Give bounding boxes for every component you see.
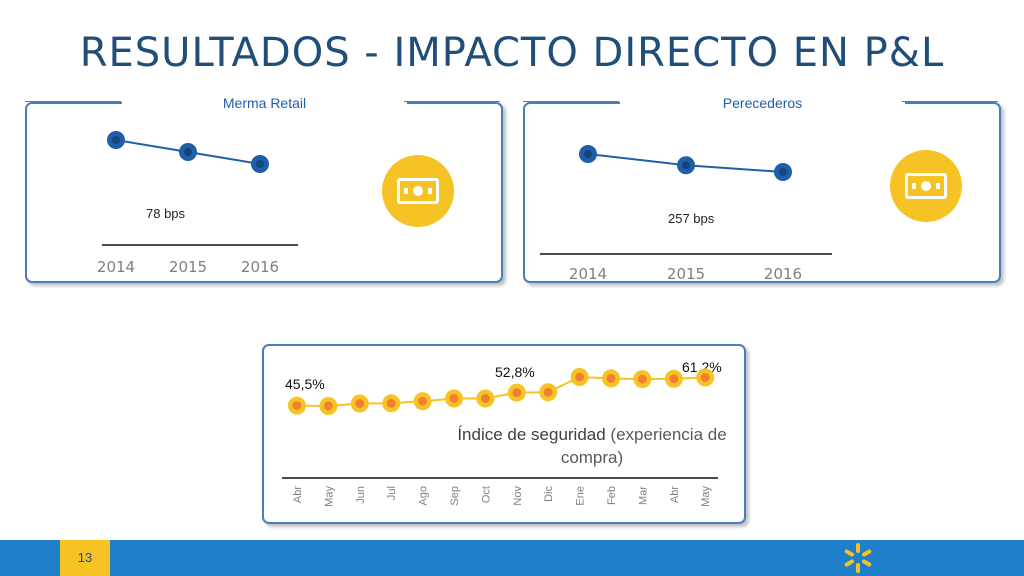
perecederos-point-core — [584, 150, 592, 158]
seguridad-tick-label: Abr — [292, 486, 304, 503]
seguridad-point-core — [386, 398, 396, 408]
money-icon — [382, 155, 454, 227]
seguridad-tick-label: May — [323, 486, 335, 507]
seguridad-tick-label: Nov — [512, 486, 524, 506]
seguridad-tick-label: Mar — [637, 486, 649, 505]
seguridad-point-core — [700, 373, 710, 382]
perecederos-chart: 257 bps 2014 2015 2016 — [540, 145, 832, 283]
seguridad-tick-label: Ene — [575, 486, 587, 506]
seguridad-panel — [262, 344, 746, 524]
merma-tick-label: 2014 — [97, 258, 135, 276]
slide-title: RESULTADOS - IMPACTO DIRECTO EN P&L — [79, 30, 945, 76]
label-may: 61,2% — [682, 359, 722, 375]
perecederos-point-core — [682, 161, 690, 170]
merma-chart: 78 bps 2014 2015 2016 — [97, 131, 298, 276]
seguridad-point-core — [606, 373, 616, 383]
perecederos-tick-label: 2014 — [569, 265, 607, 283]
perecederos-header-rule-right — [902, 101, 998, 102]
merma-tick-label: 2016 — [241, 258, 279, 276]
merma-tick-label: 2015 — [169, 258, 207, 276]
seguridad-point-core — [575, 372, 585, 382]
merma-header-rule-left — [25, 101, 121, 102]
merma-point-core — [184, 148, 192, 156]
seguridad-point-core — [543, 387, 553, 397]
seguridad-point-core — [355, 399, 365, 408]
perecederos-panel: Perecederos — [523, 91, 1001, 283]
merma-header-rule-right — [404, 101, 500, 102]
perecederos-tick-label: 2016 — [764, 265, 802, 283]
merma-point-core — [112, 136, 120, 144]
seguridad-point-core — [449, 394, 459, 403]
seguridad-point-core — [637, 374, 647, 384]
seguridad-caption: Índice de seguridad (experiencia de comp… — [442, 423, 742, 469]
seguridad-tick-label: May — [700, 486, 712, 507]
seguridad-caption-rest: (experiencia de compra) — [560, 425, 727, 467]
seguridad-chart: 45,5% 52,8% 61,2% Abr May Jun Jul Ago Sep Oct N… — [282, 359, 722, 507]
seguridad-point-core — [323, 401, 333, 411]
seguridad-tick-label: Sep — [449, 486, 461, 506]
seguridad-tick-label: Feb — [606, 486, 618, 505]
merma-panel-title: Merma Retail — [122, 91, 407, 115]
seguridad-point-core — [292, 401, 302, 411]
seguridad-caption-bold: Índice de seguridad — [457, 425, 606, 444]
seguridad-point-core — [418, 396, 428, 406]
seguridad-tick-label: Dic — [543, 486, 555, 502]
label-nov: 52,8% — [495, 364, 535, 380]
seguridad-tick-label: Oct — [480, 486, 492, 503]
seguridad-tick-label: Ago — [418, 486, 430, 506]
seguridad-point-core — [512, 388, 522, 398]
seguridad-tick-label: Jun — [355, 486, 367, 504]
perecederos-point-core — [779, 168, 787, 176]
perecederos-tick-label: 2015 — [667, 265, 705, 283]
merma-panel: Merma Retail — [25, 91, 503, 283]
page-number: 13 — [60, 540, 110, 576]
perecederos-annotation: 257 bps — [668, 211, 715, 226]
label-abr: 45,5% — [285, 376, 325, 392]
perecederos-panel-title: Perecederos — [620, 91, 905, 115]
footer-bar — [0, 540, 1024, 576]
seguridad-tick-label: Abr — [669, 486, 681, 503]
perecederos-header-rule-left — [523, 101, 619, 102]
seguridad-point-core — [669, 374, 679, 384]
merma-point-core — [256, 160, 264, 168]
seguridad-point-core — [480, 394, 490, 403]
money-icon — [890, 150, 962, 222]
merma-annotation: 78 bps — [146, 206, 186, 221]
seguridad-tick-label: Jul — [386, 486, 398, 500]
